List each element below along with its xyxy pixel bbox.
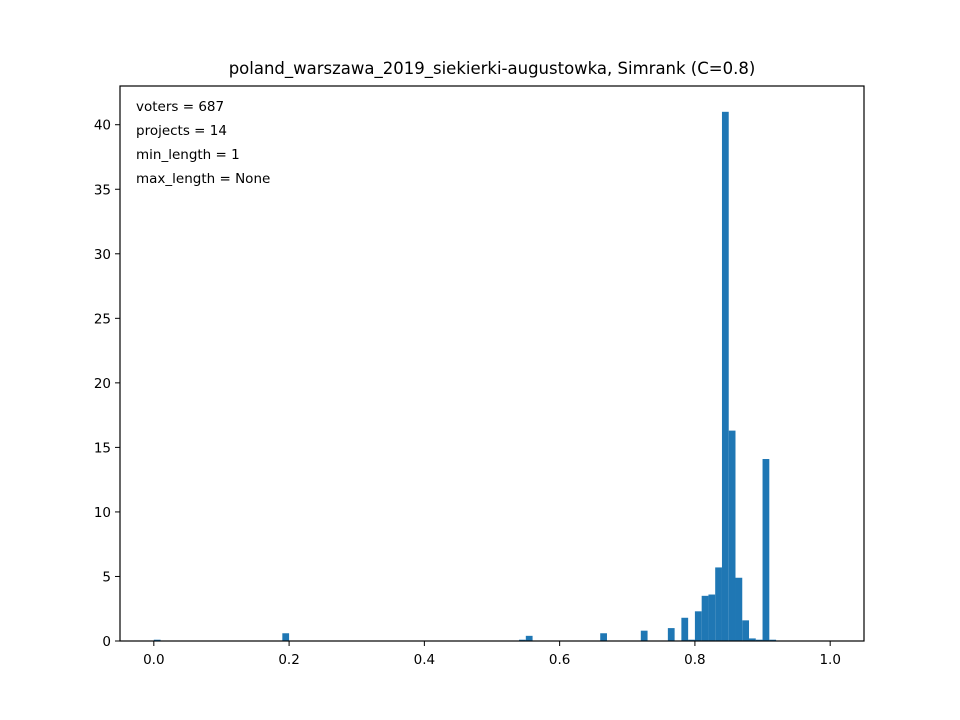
x-axis: 0.0 0.2 0.4 0.6 0.8 1.0 [143,641,841,668]
x-tick-label: 1.0 [819,652,840,668]
chart-title: poland_warszawa_2019_siekierki-augustowk… [229,59,756,79]
histogram-bar [769,639,777,641]
histogram-bar [742,620,750,641]
y-tick-label: 25 [94,311,111,327]
histogram-bar [715,567,722,641]
y-axis: 0 5 10 15 20 25 30 35 40 [94,118,120,650]
histogram-bar [762,459,770,641]
x-tick-label: 0.8 [684,652,705,668]
histogram-bar [749,638,756,641]
x-tick-label: 0.4 [414,652,435,668]
y-tick-label: 5 [102,569,111,585]
histogram-bar [755,639,763,641]
histogram-bar [701,595,709,641]
histogram-bar [640,630,648,641]
histogram-bar [519,639,526,641]
histogram-bar [153,639,161,641]
histogram-bar [667,628,675,641]
annotation-block: voters = 687 projects = 14 min_length = 1 m… [136,99,270,187]
annotation-line: min_length = 1 [136,147,240,163]
histogram-bar [681,617,689,641]
histogram-bar [282,633,290,641]
histogram-bar [721,111,729,641]
y-tick-label: 10 [94,505,111,521]
x-tick-label: 0.2 [278,652,299,668]
y-tick-label: 35 [94,182,111,198]
plot-frame [119,85,865,642]
histogram-bar [694,611,702,641]
histogram-bar [688,639,695,641]
bars-group [153,111,777,641]
annotation-line: projects = 14 [136,123,227,139]
histogram-bar [525,635,533,641]
histogram-bar [708,594,716,641]
x-tick-label: 0.6 [549,652,570,668]
histogram-bar [735,577,743,641]
x-tick-label: 0.0 [143,652,164,668]
y-tick-label: 30 [94,247,111,263]
y-tick-label: 20 [94,376,111,392]
y-tick-label: 0 [102,634,111,650]
histogram-bar [600,633,607,641]
y-tick-label: 40 [94,118,111,134]
annotation-line: voters = 687 [136,99,224,115]
annotation-line: max_length = None [136,171,270,187]
y-tick-label: 15 [94,440,111,456]
histogram-bar [728,430,736,641]
